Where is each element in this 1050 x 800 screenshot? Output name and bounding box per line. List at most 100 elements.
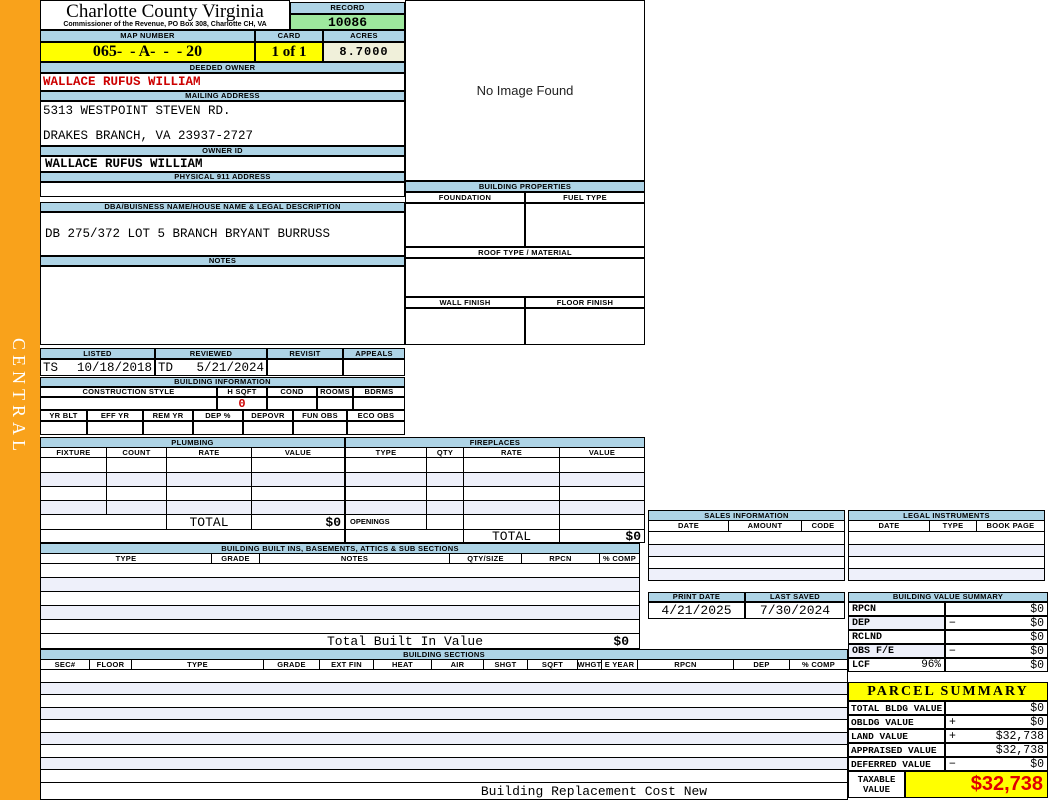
- parcel-op: +: [949, 729, 956, 743]
- column-header: COUNT: [106, 448, 166, 457]
- table-row: [849, 568, 1044, 580]
- table-row: [41, 670, 847, 682]
- building-sections-header: BUILDING SECTIONS: [41, 650, 847, 660]
- parcel-value-cell: − $0: [945, 757, 1048, 771]
- sales-header: SALES INFORMATION: [649, 511, 844, 521]
- taxable-value: $32,738: [905, 771, 1048, 798]
- parcel-value-cell: $32,738: [945, 743, 1048, 757]
- dates-block: PRINT DATE LAST SAVED 4/21/2025 7/30/202…: [648, 592, 845, 619]
- column-header: VALUE: [559, 448, 644, 457]
- table-row: [849, 532, 1044, 544]
- table-row: [649, 544, 844, 556]
- column-header: TYPE: [41, 554, 211, 563]
- region-strip: [0, 0, 40, 800]
- table-row: [649, 568, 844, 580]
- fuel-type-header: FUEL TYPE: [525, 192, 645, 203]
- parcel-label: OBLDG VALUE: [848, 715, 945, 729]
- card-header: CARD: [255, 30, 323, 42]
- column-header: FIXTURE: [41, 448, 106, 457]
- building-sections-footer: Building Replacement Cost New: [41, 782, 847, 799]
- reviewed-cell: TD 5/21/2024: [155, 359, 267, 376]
- cond-value: [267, 397, 317, 410]
- built-ins-total-row: Total Built In Value $0: [41, 633, 639, 649]
- reviewed-date: 5/21/2024: [196, 360, 264, 375]
- county-subtitle: Commissioner of the Revenue, PO Box 308,…: [63, 20, 267, 28]
- fun-obs-value: [293, 421, 347, 435]
- sales-table: SALES INFORMATION DATE AMOUNT CODE: [648, 510, 845, 581]
- building-properties: BUILDING PROPERTIES FOUNDATION FUEL TYPE…: [405, 181, 645, 345]
- table-row: [41, 757, 847, 769]
- notes-header: NOTES: [40, 256, 405, 266]
- map-number-header: MAP NUMBER: [40, 30, 255, 42]
- column-header: QTY: [426, 448, 463, 457]
- summary-label: RCLND: [848, 630, 945, 644]
- legal-instruments-header: LEGAL INSTRUMENTS: [849, 511, 1044, 521]
- fireplaces-table: FIREPLACES TYPE QTY RATE VALUE OPENINGS …: [345, 437, 645, 544]
- column-header: NOTES: [259, 554, 449, 563]
- summary-value: $0: [1030, 602, 1044, 616]
- foundation-header: FOUNDATION: [405, 192, 525, 203]
- table-row: [41, 707, 847, 719]
- no-image-text: No Image Found: [476, 83, 574, 98]
- built-ins-header: BUILDING BUILT INS, BASEMENTS, ATTICS & …: [41, 544, 639, 554]
- owner-block: DEEDED OWNER WALLACE RUFUS WILLIAM MAILI…: [40, 62, 405, 197]
- column-header: RPCN: [637, 660, 733, 669]
- column-header: DATE: [649, 521, 728, 531]
- property-image-panel: No Image Found: [405, 0, 645, 181]
- record-block: RECORD 10086: [290, 0, 405, 30]
- parcel-row: LAND VALUE + $32,738: [848, 729, 1048, 743]
- deeded-owner-value: WALLACE RUFUS WILLIAM: [40, 73, 405, 91]
- column-header: TYPE: [346, 448, 426, 457]
- fireplaces-total-row: TOTAL $0: [346, 529, 644, 544]
- column-header: E YEAR: [601, 660, 637, 669]
- last-saved-value: 7/30/2024: [745, 602, 845, 619]
- building-information-header: BUILDING INFORMATION: [40, 377, 405, 387]
- summary-value: $0: [1030, 616, 1044, 630]
- parcel-row: DEFERRED VALUE − $0: [848, 757, 1048, 771]
- dba-value: DB 275/372 LOT 5 BRANCH BRYANT BURRUSS: [40, 212, 405, 256]
- parcel-summary-header: PARCEL SUMMARY: [848, 682, 1048, 701]
- parcel-summary: PARCEL SUMMARY TOTAL BLDG VALUE $0 OBLDG…: [848, 682, 1048, 798]
- summary-value: $0: [1030, 630, 1044, 644]
- record-header: RECORD: [290, 2, 405, 14]
- wall-finish-value: [405, 308, 525, 345]
- roof-value: [405, 258, 645, 297]
- table-row: [346, 486, 644, 500]
- column-header: APPEALS: [343, 348, 405, 359]
- fuel-type-value: [525, 203, 645, 247]
- record-value: 10086: [290, 14, 405, 30]
- acres-value: 8.7000: [323, 42, 405, 62]
- parcel-value: $0: [1030, 757, 1044, 771]
- table-row: [41, 769, 847, 782]
- last-saved-header: LAST SAVED: [745, 592, 845, 602]
- table-row: [849, 544, 1044, 556]
- table-row: [41, 472, 344, 486]
- building-properties-header: BUILDING PROPERTIES: [405, 181, 645, 192]
- table-row: [41, 458, 344, 472]
- dba-block: DBA/BUISNESS NAME/HOUSE NAME & LEGAL DES…: [40, 202, 405, 345]
- floor-finish-value: [525, 308, 645, 345]
- summary-row: OBS F/E − $0: [848, 644, 1048, 658]
- physical-address-value: [40, 182, 405, 197]
- column-header: % COMP: [599, 554, 639, 563]
- column-header: SQFT: [527, 660, 577, 669]
- top-header-band: Charlotte County Virginia Commissioner o…: [40, 0, 405, 30]
- column-header: RPCN: [521, 554, 599, 563]
- column-header: DEPOVR: [243, 410, 293, 421]
- built-ins-table: BUILDING BUILT INS, BASEMENTS, ATTICS & …: [40, 543, 640, 649]
- listed-by: TS: [43, 360, 59, 375]
- parcel-label: LAND VALUE: [848, 729, 945, 743]
- building-sections-table: BUILDING SECTIONS SEC# FLOOR TYPE GRADE …: [40, 649, 848, 800]
- table-row: [41, 719, 847, 732]
- foundation-value: [405, 203, 525, 247]
- table-row: [649, 532, 844, 544]
- parcel-value: $0: [1030, 715, 1044, 729]
- column-header: DATE: [849, 521, 929, 531]
- openings-label: OPENINGS: [350, 517, 390, 526]
- parcel-value: $32,738: [995, 729, 1044, 743]
- table-row: [41, 564, 639, 577]
- column-header: BDRMS: [353, 387, 405, 397]
- rooms-value: [317, 397, 353, 410]
- eff-yr-value: [87, 421, 143, 435]
- column-header: AIR: [431, 660, 483, 669]
